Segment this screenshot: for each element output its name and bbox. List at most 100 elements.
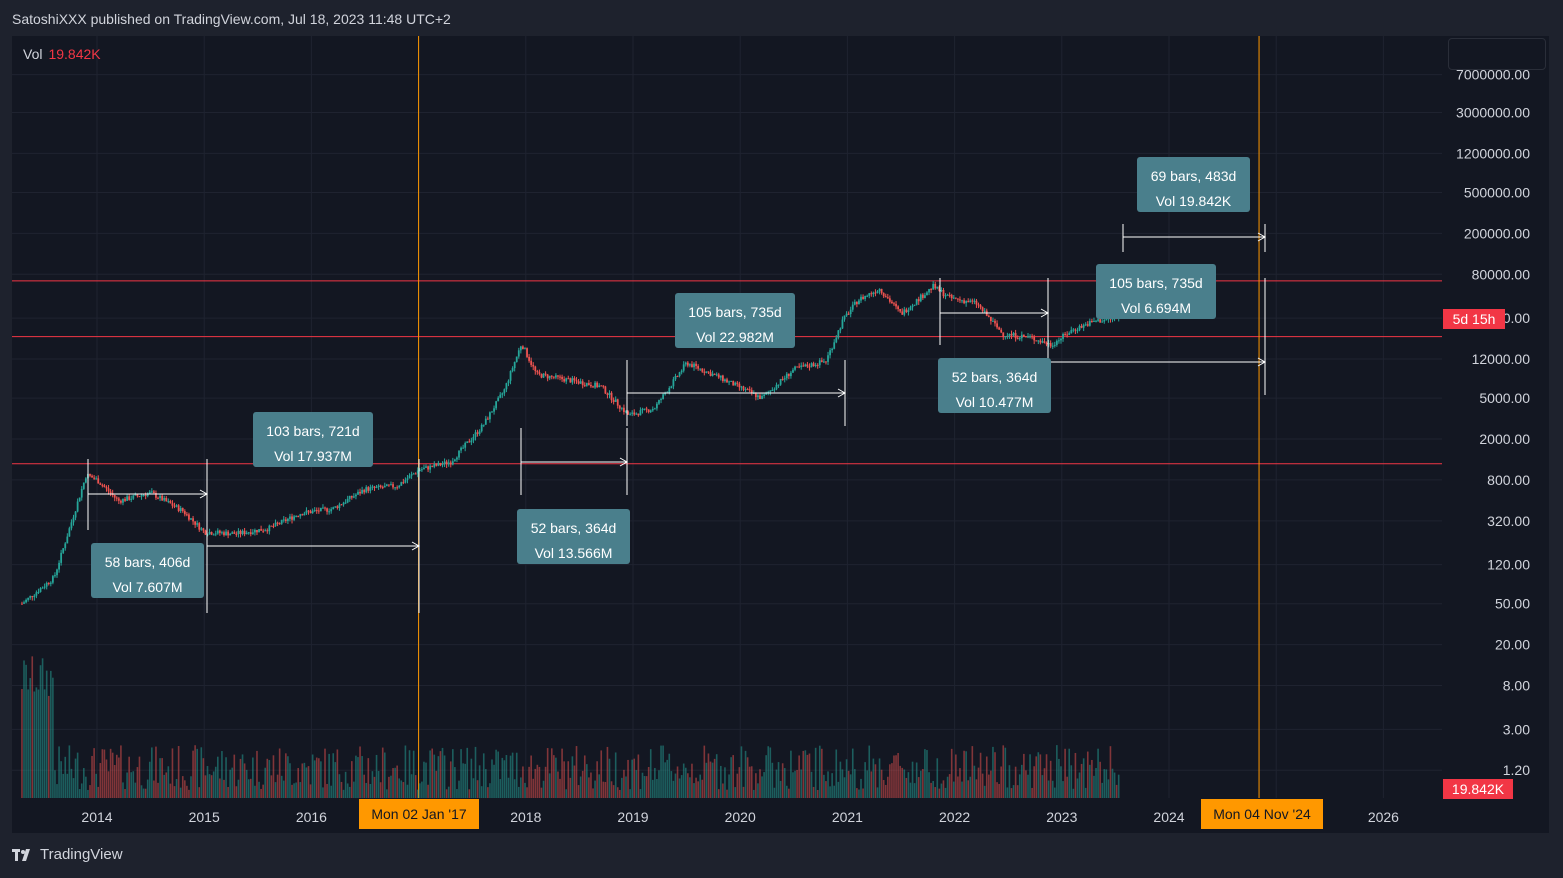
volume-bar — [338, 774, 341, 798]
volume-bar — [419, 783, 421, 798]
candle-body — [233, 532, 236, 534]
volume-bar — [225, 757, 227, 798]
volume-bar — [392, 768, 394, 798]
volume-bar — [107, 771, 110, 798]
candle-body — [1058, 340, 1060, 342]
volume-bar — [58, 746, 60, 798]
candle-body — [190, 518, 192, 520]
volume-bar — [649, 749, 652, 798]
volume-bar — [948, 774, 951, 798]
candle-body — [54, 575, 56, 577]
volume-bar — [720, 765, 722, 798]
candle-body — [210, 531, 213, 535]
volume-bar — [717, 789, 720, 798]
volume-bar — [231, 767, 234, 798]
volume-bar — [534, 768, 537, 798]
volume-bar — [1097, 748, 1099, 798]
chart-canvas[interactable]: 7000000.00 3000000.00 1200000.00 500000.00 2… — [12, 36, 1549, 833]
candle-body — [602, 385, 605, 387]
candle-body — [474, 432, 477, 438]
candle-body — [425, 466, 427, 468]
countdown-tag: 5d 15h — [1443, 309, 1505, 329]
candle-body — [519, 346, 522, 351]
candle-body — [1064, 333, 1066, 335]
measure-box-2[interactable]: 103 bars, 721d Vol 17.937M — [253, 412, 373, 467]
time-axis-label: 2019 — [617, 809, 648, 825]
candle-body — [435, 464, 438, 466]
volume-bar — [313, 760, 316, 798]
volume-bar — [1091, 759, 1093, 798]
chart-pane[interactable]: 7000000.00 3000000.00 1200000.00 500000.00 2… — [12, 36, 1549, 833]
candle-body — [115, 497, 118, 499]
measure-box-1[interactable]: 58 bars, 406d Vol 7.607M — [91, 543, 204, 598]
candle-body — [482, 424, 485, 426]
candle-body — [858, 300, 860, 305]
volume-bar — [761, 776, 763, 798]
volume-bar — [99, 762, 102, 798]
volume-bar — [849, 774, 852, 798]
candle-body — [513, 362, 516, 369]
volume-bar — [27, 689, 29, 798]
candle-body — [738, 383, 741, 388]
volume-bar — [138, 756, 141, 798]
volume-bar — [730, 757, 732, 798]
candle-body — [348, 495, 351, 499]
candle-body — [109, 491, 112, 494]
candle-body — [870, 293, 873, 295]
volume-bar — [1111, 768, 1114, 798]
candle-body — [530, 360, 533, 365]
candle-body — [1033, 336, 1036, 341]
candle-body — [878, 288, 881, 292]
volume-bar — [619, 789, 621, 798]
candle-body — [561, 376, 563, 380]
volume-bar — [95, 773, 97, 798]
volume-bar — [713, 758, 716, 798]
candle-body — [456, 457, 458, 460]
volume-bar — [1043, 768, 1046, 798]
candle-body — [590, 384, 592, 387]
candle-body — [507, 380, 510, 384]
candle-body — [765, 392, 768, 395]
volume-bar — [691, 763, 693, 798]
volume-bar — [674, 773, 677, 798]
volume-bar — [462, 763, 464, 798]
candle-body — [901, 311, 904, 315]
volume-bar — [738, 767, 741, 798]
volume-bar — [163, 774, 166, 798]
measure-box-3[interactable]: 52 bars, 364d Vol 13.566M — [517, 509, 630, 564]
measure-box-5[interactable]: 52 bars, 364d Vol 10.477M — [938, 358, 1051, 413]
volume-bar — [513, 779, 516, 798]
candle-body — [1076, 330, 1079, 332]
volume-bar — [684, 767, 687, 798]
volume-bar — [548, 773, 551, 798]
candle-body — [699, 368, 702, 370]
candle-body — [763, 394, 766, 397]
candle-body — [505, 383, 508, 390]
candle-body — [60, 552, 63, 563]
volume-bar — [23, 660, 25, 798]
volume-bar — [128, 756, 130, 798]
candle-body — [499, 394, 502, 398]
volume-bar — [303, 762, 306, 798]
measure-box-7[interactable]: 69 bars, 483d Vol 19.842K — [1137, 157, 1250, 212]
price-scale-button[interactable] — [1448, 38, 1546, 70]
volume-bar — [854, 769, 856, 798]
measure-box-6[interactable]: 105 bars, 735d Vol 6.694M — [1096, 264, 1216, 319]
volume-bar — [520, 777, 522, 798]
candle-body — [247, 532, 250, 534]
candle-body — [971, 300, 974, 302]
candle-body — [629, 413, 632, 415]
candle-body — [715, 374, 718, 376]
volume-bar — [1072, 788, 1075, 798]
volume-bar — [217, 756, 219, 798]
volume-bar — [946, 776, 949, 798]
volume-bar — [550, 748, 553, 798]
candle-body — [460, 447, 462, 451]
candle-body — [926, 292, 928, 296]
measure-box-4[interactable]: 105 bars, 735d Vol 22.982M — [675, 293, 795, 348]
volume-bar — [1037, 752, 1040, 798]
candle-body — [58, 562, 60, 570]
candle-body — [748, 389, 751, 391]
volume-bar — [256, 750, 258, 798]
volume-bar — [353, 781, 355, 798]
